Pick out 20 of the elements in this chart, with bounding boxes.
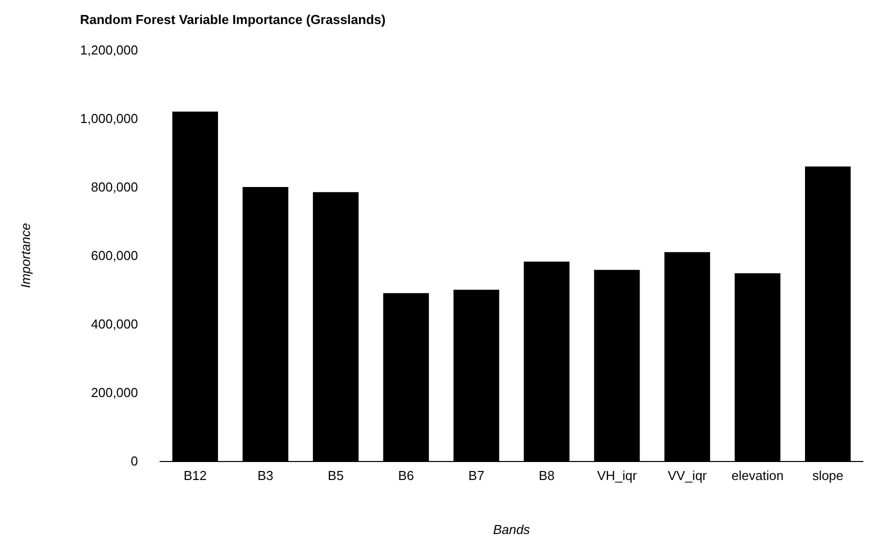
x-tick-label: VH_iqr	[597, 468, 638, 483]
x-axis-title: Bands	[493, 522, 530, 537]
y-tick-label: 1,200,000	[80, 42, 138, 58]
y-tick-label: 0	[130, 454, 138, 468]
x-tick-label: B12	[184, 468, 207, 483]
x-tick-label: VV_iqr	[668, 468, 708, 483]
x-tick-label: B6	[398, 468, 414, 483]
x-tick-label: B7	[468, 468, 484, 483]
x-tick-label: B8	[538, 468, 555, 483]
y-tick-label: 400,000	[91, 316, 138, 332]
y-tick-label: 600,000	[91, 248, 138, 263]
chart-title: Random Forest Variable Importance (Grasslands)	[80, 12, 386, 27]
x-tick-label: B5	[328, 468, 344, 483]
y-tick-label: 800,000	[91, 180, 138, 194]
y-tick-label: 1,000,000	[80, 111, 138, 126]
x-tick-label: elevation	[732, 468, 784, 483]
y-tick-label: 200,000	[91, 385, 138, 400]
y-axis-title: Importance	[18, 222, 33, 288]
x-tick-label: B3	[257, 468, 274, 483]
x-tick-label: slope	[812, 468, 844, 483]
